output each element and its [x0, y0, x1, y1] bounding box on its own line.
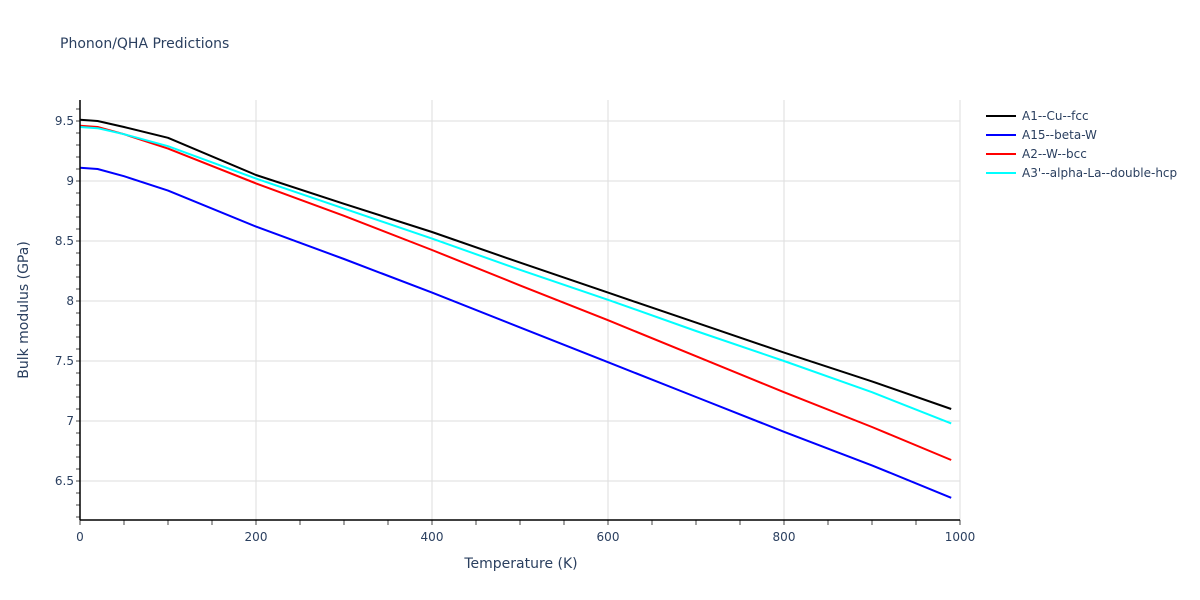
y-axis-label: Bulk modulus (GPa) — [16, 241, 32, 379]
y-tick-label: 8 — [66, 294, 74, 308]
y-tick-label: 9.5 — [55, 114, 74, 128]
axes: 0 200 400 600 800 1000 6.5 7 7.5 8 8.5 9 9.5 — [55, 100, 975, 544]
x-tick-label: 0 — [76, 530, 84, 544]
x-tick-label: 800 — [773, 530, 796, 544]
legend-label: A15--beta-W — [1022, 127, 1097, 142]
legend-label: A2--W--bcc — [1022, 146, 1087, 161]
series-line — [79, 166, 952, 499]
y-tick-label: 8.5 — [55, 234, 74, 248]
legend-swatch-icon — [986, 171, 1016, 174]
y-tick-label: 6.5 — [55, 474, 74, 488]
legend-item[interactable]: A2--W--bcc — [986, 144, 1177, 163]
series-line — [79, 126, 952, 425]
legend-label: A3'--alpha-La--double-hcp — [1022, 165, 1178, 180]
legend-item[interactable]: A15--beta-W — [986, 125, 1177, 144]
legend-swatch-icon — [986, 114, 1016, 117]
legend-item[interactable]: A1--Cu--fcc — [986, 106, 1177, 125]
legend-swatch-icon — [986, 133, 1016, 136]
legend-label: A1--Cu--fcc — [1022, 108, 1089, 123]
x-tick-label: 600 — [597, 530, 620, 544]
series-line — [79, 118, 952, 410]
y-tick-label: 7 — [66, 414, 74, 428]
y-tick-label: 9 — [66, 174, 74, 188]
legend: A1--Cu--fcc A15--beta-W A2--W--bcc A3'--alp… — [986, 106, 1177, 182]
series-line — [79, 124, 952, 461]
x-tick-label: 400 — [421, 530, 444, 544]
x-tick-label: 200 — [245, 530, 268, 544]
y-tick-label: 7.5 — [55, 354, 74, 368]
chart-title: Phonon/QHA Predictions — [60, 36, 230, 52]
x-tick-label: 1000 — [945, 530, 976, 544]
x-axis-label: Temperature (K) — [463, 556, 577, 572]
legend-swatch-icon — [986, 152, 1016, 155]
legend-item[interactable]: A3'--alpha-La--double-hcp — [986, 163, 1177, 182]
gridlines — [80, 100, 961, 520]
series-lines — [79, 118, 952, 499]
